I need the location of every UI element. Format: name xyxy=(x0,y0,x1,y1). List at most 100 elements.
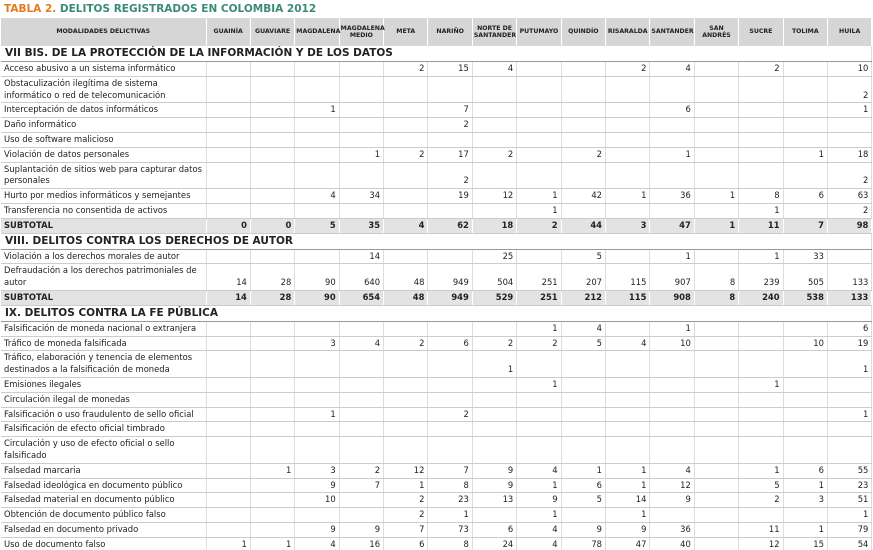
value-cell: 10 xyxy=(783,336,828,352)
value-cell xyxy=(383,407,429,423)
value-cell xyxy=(561,162,607,190)
subtotal-row: SUBTOTAL 0 0 5 35 4 62 18 2 44 3 47 1 11 7 98 xyxy=(1,218,873,234)
value-cell: 10 xyxy=(649,336,695,352)
value-cell: 505 xyxy=(783,263,828,291)
column-header: GUAVIARE xyxy=(250,18,296,46)
row-label: Acceso abusivo a un sistema informático xyxy=(1,61,207,77)
value-cell: 18 xyxy=(472,218,518,234)
value-cell xyxy=(250,507,296,523)
value-cell xyxy=(250,147,296,163)
row-label: Violación a los derechos morales de auto… xyxy=(1,249,207,265)
value-cell: 11 xyxy=(738,218,784,234)
value-cell: 1 xyxy=(516,188,562,204)
value-cell xyxy=(294,203,340,219)
value-cell xyxy=(827,392,873,408)
row-label: SUBTOTAL xyxy=(1,290,207,306)
value-cell xyxy=(783,203,828,219)
value-cell xyxy=(783,61,828,77)
value-cell xyxy=(516,407,562,423)
value-cell xyxy=(694,392,740,408)
value-cell: 1 xyxy=(250,537,296,550)
value-cell: 47 xyxy=(605,537,651,550)
value-cell xyxy=(294,350,340,378)
value-cell xyxy=(738,421,784,438)
value-cell xyxy=(294,117,340,133)
column-header: MAGDALENA xyxy=(294,18,340,46)
row-label: Falsedad en documento privado xyxy=(1,522,207,538)
value-cell: 1 xyxy=(738,203,784,219)
value-cell: 2 xyxy=(561,147,607,163)
value-cell xyxy=(250,76,296,104)
data-row: Violación de datos personales 1 2 17 2 2 1 1 18 xyxy=(1,147,873,163)
value-cell: 3 xyxy=(783,492,828,509)
value-cell xyxy=(738,436,784,464)
value-cell: 1 xyxy=(605,188,651,204)
value-cell xyxy=(738,350,784,378)
value-cell xyxy=(339,162,385,190)
value-cell xyxy=(516,102,562,119)
value-cell xyxy=(206,478,251,494)
row-label: Hurto por medios informáticos y semejant… xyxy=(1,188,207,204)
value-cell xyxy=(206,102,251,119)
data-row: Falsificación de moneda nacional o extra… xyxy=(1,321,873,337)
data-row: Emisiones ilegales 1 1 xyxy=(1,377,873,393)
value-cell xyxy=(694,537,740,550)
row-label: Defraudación a los derechos patrimoniale… xyxy=(1,263,207,291)
section-title: VIII. DELITOS CONTRA LOS DERECHOS DE AUT… xyxy=(1,233,873,250)
value-cell: 1 xyxy=(827,102,873,119)
data-row: Acceso abusivo a un sistema informático 2… xyxy=(1,61,873,77)
value-cell xyxy=(605,102,651,119)
column-header: PUTUMAYO xyxy=(516,18,562,46)
value-cell: 7 xyxy=(383,522,429,538)
value-cell: 2 xyxy=(827,203,873,219)
value-cell xyxy=(250,188,296,204)
value-cell: 18 xyxy=(827,147,873,163)
value-cell xyxy=(605,321,651,337)
value-cell xyxy=(516,76,562,104)
value-cell xyxy=(206,203,251,219)
value-cell: 35 xyxy=(339,218,385,234)
value-cell: 949 xyxy=(427,290,473,306)
value-cell xyxy=(649,421,695,438)
value-cell: 654 xyxy=(339,290,385,306)
value-cell xyxy=(383,321,429,337)
value-cell: 6 xyxy=(383,537,429,550)
value-cell xyxy=(561,203,607,219)
value-cell xyxy=(561,132,607,148)
column-header: SAN ANDRÉS xyxy=(694,18,740,46)
value-cell xyxy=(561,421,607,438)
value-cell: 73 xyxy=(427,522,473,538)
value-cell: 48 xyxy=(383,290,429,306)
row-label: Violación de datos personales xyxy=(1,147,207,163)
value-cell: 6 xyxy=(472,522,518,538)
value-cell xyxy=(605,203,651,219)
value-cell: 23 xyxy=(427,492,473,509)
value-cell: 44 xyxy=(561,218,607,234)
data-row: Hurto por medios informáticos y semejant… xyxy=(1,188,873,204)
value-cell xyxy=(561,76,607,104)
column-header: META xyxy=(383,18,429,46)
column-header: TOLIMA xyxy=(783,18,828,46)
value-cell xyxy=(294,436,340,464)
value-cell xyxy=(694,76,740,104)
value-cell: 1 xyxy=(738,377,784,393)
value-cell xyxy=(516,117,562,133)
value-cell: 1 xyxy=(294,407,340,423)
row-label: Emisiones ilegales xyxy=(1,377,207,393)
value-cell xyxy=(472,203,518,219)
value-cell xyxy=(339,507,385,523)
value-cell xyxy=(516,147,562,163)
section-row: VII BIS. DE LA PROTECCIÓN DE LA INFORMAC… xyxy=(1,46,873,62)
value-cell xyxy=(694,492,740,509)
data-row: Daño informático 2 xyxy=(1,117,873,133)
value-cell: 28 xyxy=(250,290,296,306)
value-cell xyxy=(783,132,828,148)
row-label: Obstaculización ilegítima de sistema inf… xyxy=(1,76,207,104)
column-header: MAGDALENA MEDIO xyxy=(339,18,385,46)
value-cell: 2 xyxy=(516,336,562,352)
value-cell: 2 xyxy=(383,492,429,509)
value-cell: 78 xyxy=(561,537,607,550)
value-cell xyxy=(738,132,784,148)
column-header: NARIÑO xyxy=(427,18,473,46)
subtotal-row: SUBTOTAL 14 28 90 654 48 949 529 251 212 115 908 8 24… xyxy=(1,290,873,306)
